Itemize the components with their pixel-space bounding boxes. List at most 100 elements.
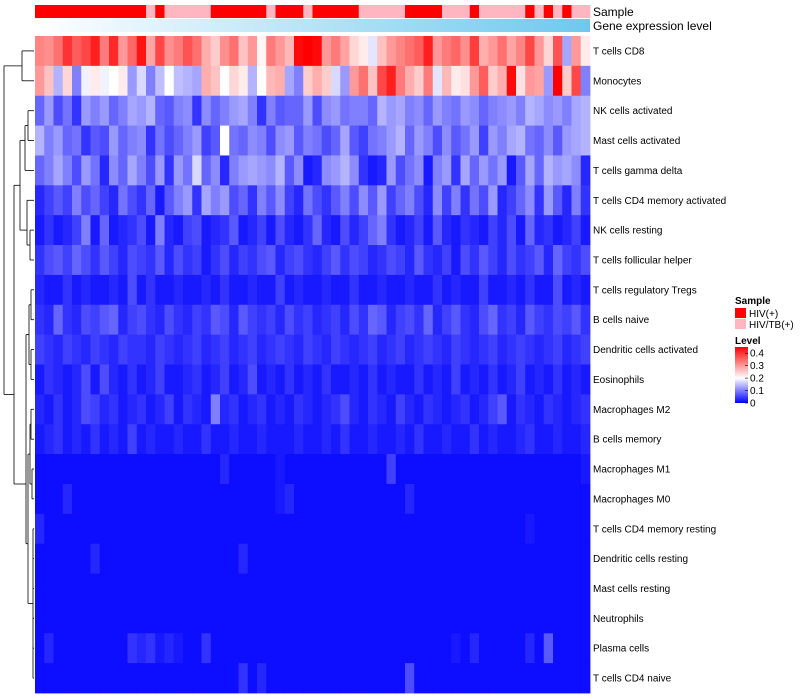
heatmap-cell [451,573,461,604]
heatmap-cell [192,573,202,604]
heatmap-cell [321,155,332,186]
sample-annotation-cell [294,5,304,18]
heatmap-cell [275,394,286,425]
heatmap-cell [146,125,156,156]
heatmap-cell [72,125,82,156]
heatmap-cell [275,663,286,694]
heatmap-cell [469,454,480,485]
heatmap-cell [405,483,415,515]
heatmap-cell [220,364,230,395]
heatmap-cell [562,424,572,455]
heatmap-cell [562,394,572,425]
heatmap-cell [220,454,230,485]
heatmap-cell [109,513,119,545]
sample-annotation-cell [266,5,276,18]
heatmap-cell [164,125,175,156]
heatmap-cell [155,483,165,515]
row-label: T cells CD4 naive [593,674,672,685]
heatmap-cell [488,185,498,216]
heatmap-cell [312,633,323,664]
heatmap-cell [377,663,387,694]
heatmap-cell [284,185,295,216]
heatmap-cell [331,125,341,156]
heatmap-cell [479,663,489,694]
heatmap-cell [571,304,582,336]
heatmap-cell [303,513,313,545]
heatmap-cell [312,65,323,97]
heatmap-cell [164,185,175,216]
heatmap-cell [331,185,341,216]
heatmap-cell [497,185,508,216]
heatmap-cell [553,155,563,186]
heatmap-cell [155,394,165,425]
heatmap-cell [136,573,147,604]
heatmap-cell [192,364,202,395]
heatmap-cell [460,245,471,276]
heatmap-cell [72,36,82,67]
heatmap-cell [442,364,452,395]
heatmap-cell [238,95,249,126]
heatmap-cell [72,245,82,276]
heatmap-cell [35,245,45,276]
heatmap-cell [479,483,489,515]
heatmap-cell [99,603,110,634]
sample-annotation-bar [35,5,591,18]
heatmap-cell [109,36,119,67]
heatmap-cell [571,274,582,306]
heatmap-cell [118,274,128,306]
heatmap-cell [136,603,147,634]
heatmap-cell [525,95,535,126]
heatmap-cell [284,334,295,365]
heatmap-cell [580,633,591,664]
heatmap-cell [442,185,452,216]
heatmap-cell [451,274,461,306]
heatmap-cell [580,364,591,395]
heatmap-cell [229,633,239,664]
heatmap-cell [201,155,212,186]
heatmap-cell [127,394,138,425]
heatmap-cell [349,125,360,156]
heatmap-cell [442,454,452,485]
heatmap-cell [358,394,369,425]
sample-annotation-cell [99,5,110,18]
heatmap-cell [183,155,193,186]
heatmap-cell [395,95,406,126]
heatmap-cell [395,245,406,276]
heatmap-cell [192,334,202,365]
heatmap-cell [386,36,397,67]
heatmap-cell [479,65,489,97]
heatmap-cell [543,663,554,694]
heatmap-cell [349,36,360,67]
heatmap-cell [349,304,360,336]
heatmap-cell [201,95,212,126]
heatmap-cell [442,513,452,545]
row-label: T cells gamma delta [593,166,683,177]
heatmap-cell [62,185,73,216]
heatmap-cell [331,364,341,395]
heatmap-cell [155,65,165,97]
heatmap-cell [155,364,165,395]
heatmap-cell [553,304,563,336]
heatmap-cell [506,65,517,97]
heatmap-cell [516,215,526,246]
heatmap-cell [543,424,554,455]
heatmap-cell [146,394,156,425]
heatmap-cell [562,95,572,126]
heatmap-cell [90,663,101,694]
heatmap-cell [173,36,184,67]
heatmap-cell [164,633,175,664]
legend-level-colorbar [735,347,748,403]
heatmap-cell [460,663,471,694]
heatmap-cell [192,245,202,276]
heatmap-cell [238,543,249,574]
heatmap-cell [275,245,286,276]
heatmap-cell [405,394,415,425]
heatmap-cell [423,185,434,216]
heatmap-cell [266,603,276,634]
heatmap-cell [368,633,378,664]
heatmap-cell [72,155,82,186]
heatmap-cell [303,633,313,664]
heatmap-cell [516,274,526,306]
heatmap-cell [534,215,545,246]
heatmap-cell [238,454,249,485]
